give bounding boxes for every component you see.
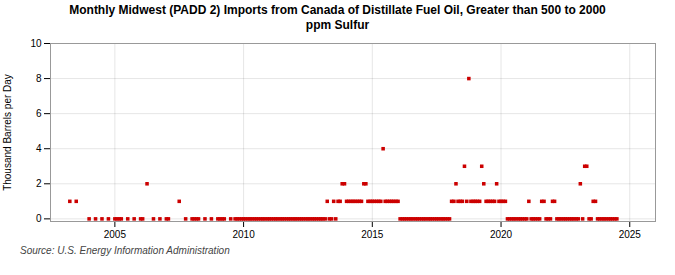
svg-text:8: 8 (36, 73, 42, 84)
svg-text:Thousand Barrels per Day: Thousand Barrels per Day (2, 74, 13, 191)
svg-text:0: 0 (36, 213, 42, 224)
svg-text:2015: 2015 (361, 229, 384, 240)
svg-text:4: 4 (36, 143, 42, 154)
html-text:Source: U.S. Energy Informatio: Source: U.S. Energy Information Administ… (20, 245, 230, 256)
svg-text:6: 6 (36, 108, 42, 119)
svg-text:2020: 2020 (490, 229, 513, 240)
svg-text:2005: 2005 (104, 229, 127, 240)
svg-text:2: 2 (36, 178, 42, 189)
svg-text:2010: 2010 (232, 229, 255, 240)
svg-text:10: 10 (30, 38, 42, 49)
svg-text:2025: 2025 (619, 229, 642, 240)
html-text:Monthly Midwest (PADD 2) Impor: Monthly Midwest (PADD 2) Imports from Ca… (69, 3, 606, 32)
